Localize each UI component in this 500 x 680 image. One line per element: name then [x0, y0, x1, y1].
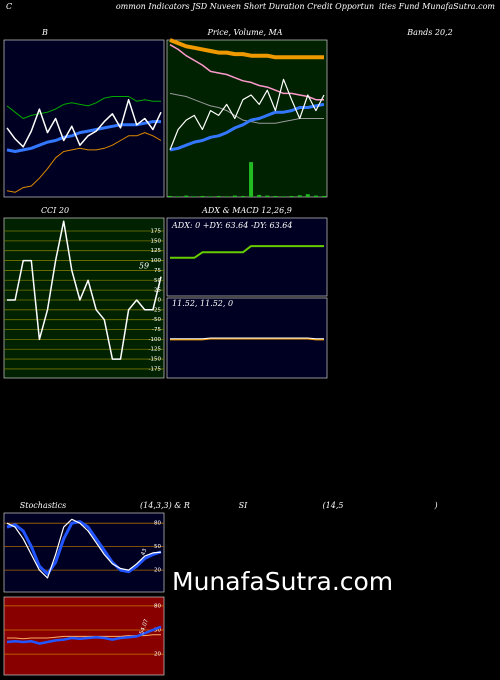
volume-bar	[322, 195, 326, 197]
panel	[3, 217, 165, 379]
panel	[3, 39, 165, 198]
y-tick-label: -150	[149, 357, 162, 363]
y-tick-label: 20	[154, 652, 161, 658]
header-left: C	[6, 2, 12, 11]
y-tick-label: 0	[158, 297, 162, 303]
y-tick-label: -75	[152, 327, 161, 333]
panel-title: SI	[239, 501, 248, 510]
volume-bar	[289, 195, 294, 197]
y-tick-label: 175	[151, 229, 162, 235]
header-middle: ommon Indicators JSD Nuveen Short Durati…	[116, 2, 374, 11]
volume-bar	[265, 195, 270, 197]
panel-title: CCI 20	[41, 206, 69, 215]
volume-bar	[313, 195, 318, 197]
y-tick-label: 50	[154, 544, 161, 550]
volume-bar	[257, 194, 262, 197]
series-line	[6, 96, 161, 119]
volume-bar	[216, 195, 221, 197]
volume-bar	[232, 195, 237, 197]
panel-title: )	[433, 501, 437, 510]
volume-bar	[200, 195, 205, 197]
y-tick-label: 50	[154, 627, 161, 633]
panel-title: (14,3,3) & R	[140, 501, 190, 510]
volume-bar	[224, 196, 229, 197]
volume-bar	[281, 196, 286, 197]
panel-title: ADX & MACD 12,26,9	[201, 206, 292, 215]
series-line	[170, 337, 324, 340]
y-tick-label: 80	[154, 521, 161, 527]
series-line	[6, 625, 162, 645]
y-tick-label: -175	[149, 366, 162, 372]
y-tick-label: -50	[152, 317, 161, 323]
volume-bar	[305, 194, 310, 197]
volume-bar	[176, 196, 181, 197]
y-tick-label: -100	[149, 337, 162, 343]
last-value-label: 59	[139, 262, 149, 271]
volume-bar	[240, 195, 245, 197]
volume-bar	[273, 195, 278, 197]
series-line	[169, 44, 324, 101]
last-value-label: 43	[140, 547, 148, 556]
volume-bar	[184, 195, 189, 197]
series-line	[6, 520, 162, 576]
header-right: ities Fund MunafaSutra.com	[379, 2, 496, 11]
panel-title: (14,5	[323, 501, 344, 510]
series-line	[7, 220, 162, 360]
y-tick-label: 50	[154, 278, 161, 284]
y-tick-label: -25	[152, 307, 161, 313]
volume-bar	[168, 195, 172, 197]
y-tick-label: 20	[154, 568, 161, 574]
panel-annotation: 11.52, 11.52, 0	[172, 299, 233, 308]
volume-bar	[192, 196, 197, 197]
panel-title: Stochastics	[20, 501, 66, 510]
panel-annotation: ADX: 0 +DY: 63.64 -DY: 63.64	[171, 221, 292, 230]
volume-bar	[249, 162, 254, 197]
y-tick-label: -125	[149, 347, 162, 353]
volume-bar	[208, 196, 213, 197]
series-line	[169, 102, 325, 152]
series-line	[6, 120, 161, 153]
series-line	[6, 98, 162, 148]
volume-bar	[297, 195, 302, 197]
y-tick-label: 150	[151, 238, 162, 244]
last-value-label: 54.07	[139, 618, 150, 635]
y-tick-label: 80	[154, 603, 161, 609]
series-line	[6, 132, 162, 193]
series-line	[6, 518, 162, 579]
watermark: MunafaSutra.com	[172, 567, 393, 596]
y-tick-label: 100	[151, 258, 162, 264]
y-tick-label: 75	[154, 268, 161, 274]
series-line	[169, 38, 324, 60]
series-line	[170, 338, 324, 341]
panel-title: B	[41, 28, 48, 37]
panel-title: Bands 20,2	[406, 28, 452, 37]
series-line	[170, 245, 324, 259]
y-tick-label: 125	[151, 248, 162, 254]
panel-title: Price, Volume, MA	[206, 28, 282, 37]
series-line	[169, 78, 325, 151]
